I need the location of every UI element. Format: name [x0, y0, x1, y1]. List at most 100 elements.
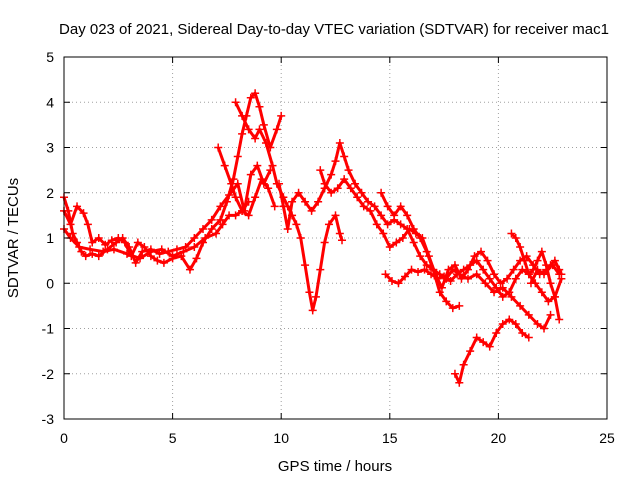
data-point-marker — [390, 211, 399, 220]
y-tick-label: 2 — [46, 185, 54, 201]
data-point-marker — [279, 202, 288, 211]
data-point-marker — [344, 166, 353, 175]
data-point-marker — [231, 193, 240, 202]
data-point-marker — [546, 279, 555, 288]
data-point-marker — [383, 220, 392, 229]
data-point-marker — [114, 234, 123, 242]
data-point-marker — [492, 329, 501, 338]
data-point-marker — [340, 152, 349, 161]
data-point-marker — [268, 161, 277, 170]
data-point-marker — [409, 224, 418, 233]
data-point-marker — [394, 279, 403, 288]
data-point-marker — [540, 324, 549, 333]
data-point-marker — [533, 256, 542, 265]
data-point-marker — [140, 243, 149, 252]
data-point-marker — [83, 220, 92, 229]
data-point-marker — [199, 224, 208, 233]
data-point-marker — [66, 220, 75, 229]
x-tick-label: 20 — [491, 430, 507, 446]
data-point-marker — [122, 249, 131, 258]
data-point-marker — [207, 224, 216, 233]
series-arc8 — [377, 188, 464, 313]
data-point-marker — [79, 209, 88, 218]
data-point-marker — [214, 143, 223, 152]
data-point-marker — [557, 270, 566, 279]
data-point-marker — [379, 229, 388, 238]
data-point-marker — [316, 166, 325, 175]
data-point-marker — [555, 315, 564, 324]
data-point-marker — [253, 161, 262, 170]
data-point-marker — [433, 274, 442, 283]
data-point-marker — [485, 342, 494, 351]
data-point-marker — [518, 329, 527, 338]
data-point-marker — [311, 292, 320, 301]
series-arc11 — [507, 229, 564, 324]
data-point-marker — [190, 243, 199, 252]
data-point-marker — [470, 252, 479, 261]
data-point-marker — [385, 243, 394, 252]
data-point-marker — [479, 265, 488, 274]
data-point-marker — [485, 274, 494, 283]
data-point-marker — [427, 270, 436, 279]
data-point-marker — [496, 279, 505, 288]
data-point-marker — [346, 184, 355, 193]
data-point-marker — [477, 247, 486, 256]
data-point-marker — [335, 138, 344, 147]
data-point-marker — [255, 125, 264, 134]
data-point-marker — [320, 238, 329, 247]
data-point-marker — [133, 238, 142, 247]
data-point-marker — [498, 292, 507, 301]
data-point-marker — [459, 360, 468, 369]
data-point-marker — [136, 254, 145, 263]
data-point-marker — [550, 256, 559, 265]
data-point-marker — [283, 224, 292, 233]
data-point-marker — [524, 270, 533, 279]
data-point-marker — [86, 245, 95, 254]
data-point-marker — [138, 247, 147, 256]
data-point-marker — [450, 261, 459, 270]
series-arc2 — [60, 89, 286, 274]
data-point-marker — [172, 245, 181, 254]
data-point-marker — [216, 202, 225, 211]
data-point-marker — [231, 98, 240, 107]
data-point-marker — [472, 270, 481, 279]
data-point-marker — [308, 306, 317, 315]
data-point-marker — [398, 234, 407, 242]
data-point-marker — [401, 272, 410, 281]
data-point-marker — [185, 265, 194, 274]
series-arc12 — [526, 256, 566, 288]
data-point-marker — [259, 120, 268, 129]
data-point-marker — [472, 256, 481, 265]
x-tick-label: 10 — [273, 430, 289, 446]
data-point-marker — [257, 175, 266, 184]
data-point-marker — [107, 236, 116, 245]
data-point-marker — [327, 170, 336, 179]
data-point-marker — [396, 220, 405, 229]
data-point-marker — [524, 333, 533, 342]
data-point-marker — [307, 206, 316, 215]
data-point-marker — [420, 265, 429, 274]
data-point-marker — [201, 234, 210, 242]
data-point-marker — [518, 265, 527, 274]
data-point-marker — [366, 206, 375, 215]
data-point-marker — [88, 238, 97, 247]
data-point-marker — [301, 197, 310, 206]
data-point-marker — [455, 301, 464, 310]
data-point-marker — [220, 161, 229, 170]
data-point-marker — [357, 188, 366, 197]
data-point-marker — [190, 234, 199, 242]
data-point-marker — [364, 197, 373, 206]
data-point-marker — [251, 193, 260, 202]
data-point-marker — [377, 211, 386, 220]
data-point-marker — [520, 256, 529, 265]
data-point-marker — [244, 197, 253, 206]
data-point-marker — [316, 265, 325, 274]
data-point-marker — [509, 265, 518, 274]
x-tick-label: 0 — [60, 430, 68, 446]
data-point-marker — [353, 193, 362, 202]
data-point-marker — [296, 234, 305, 242]
data-point-marker — [546, 261, 555, 270]
data-point-marker — [238, 206, 247, 215]
data-point-marker — [372, 220, 381, 229]
